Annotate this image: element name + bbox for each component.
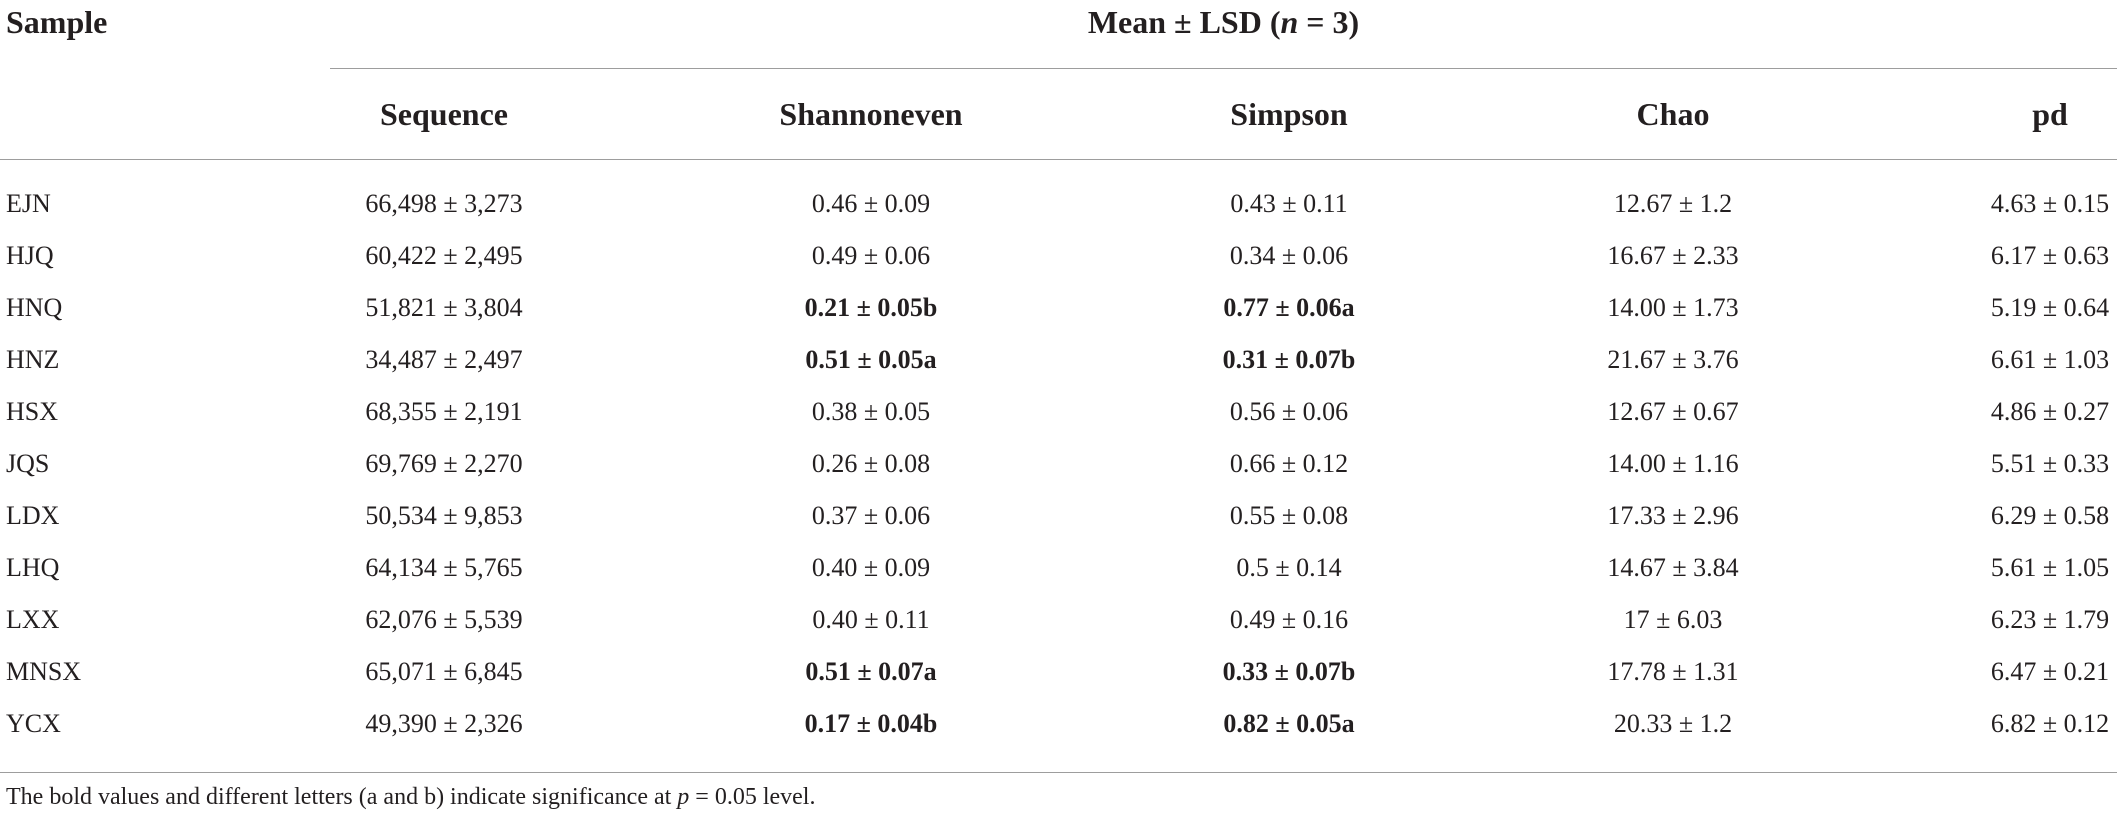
cell-sequence: 49,390 ± 2,326	[365, 709, 523, 738]
table-row: HNZ 34,487 ± 2,497 0.51 ± 0.05a 0.31 ± 0…	[0, 334, 2117, 386]
stub-column-header: Sample	[6, 4, 108, 40]
row-sample: LXX	[6, 605, 60, 634]
row-sample: HSX	[6, 397, 59, 426]
table-bottom-rule	[0, 772, 2117, 773]
cell-chao: 14.00 ± 1.73	[1607, 293, 1739, 322]
cell-simpson: 0.49 ± 0.16	[1229, 605, 1349, 634]
table-row: JQS 69,769 ± 2,270 0.26 ± 0.08 0.66 ± 0.…	[0, 438, 2117, 490]
cell-shannoneven: 0.49 ± 0.06	[811, 241, 931, 270]
cell-chao: 17 ± 6.03	[1623, 605, 1723, 634]
cell-pd: 4.63 ± 0.15	[1990, 189, 2110, 218]
cell-sequence: 60,422 ± 2,495	[365, 241, 523, 270]
column-header-row: Sequence Shannoneven Simpson Chao pd	[0, 94, 2117, 134]
cell-sequence: 68,355 ± 2,191	[365, 397, 523, 426]
cell-sequence: 50,534 ± 9,853	[365, 501, 523, 530]
cell-chao: 17.78 ± 1.31	[1607, 657, 1739, 686]
table-footnote: The bold values and different letters (a…	[6, 781, 815, 813]
table-row: YCX 49,390 ± 2,326 0.17 ± 0.04b 0.82 ± 0…	[0, 698, 2117, 750]
cell-chao: 17.33 ± 2.96	[1607, 501, 1739, 530]
cell-sequence: 66,498 ± 3,273	[365, 189, 523, 218]
row-sample: EJN	[6, 189, 51, 218]
cell-simpson: 0.5 ± 0.14	[1236, 553, 1342, 582]
footnote-text-before: The bold values and different letters (a…	[6, 784, 678, 810]
cell-simpson: 0.56 ± 0.06	[1229, 397, 1349, 426]
row-sample: LHQ	[6, 553, 60, 582]
table-row: HNQ 51,821 ± 3,804 0.21 ± 0.05b 0.77 ± 0…	[0, 282, 2117, 334]
cell-chao: 14.00 ± 1.16	[1607, 449, 1739, 478]
cell-pd: 5.61 ± 1.05	[1990, 553, 2110, 582]
group-header-n-symbol: n	[1280, 4, 1299, 40]
cell-shannoneven: 0.51 ± 0.07a	[805, 657, 937, 686]
cell-shannoneven: 0.40 ± 0.09	[811, 553, 931, 582]
table-row: HSX 68,355 ± 2,191 0.38 ± 0.05 0.56 ± 0.…	[0, 386, 2117, 438]
cell-sequence: 64,134 ± 5,765	[365, 553, 523, 582]
column-header-rule	[0, 159, 2117, 160]
cell-pd: 6.61 ± 1.03	[1990, 345, 2110, 374]
cell-simpson: 0.77 ± 0.06a	[1223, 293, 1355, 322]
column-header-chao: Chao	[1636, 96, 1710, 132]
table-row: LDX 50,534 ± 9,853 0.37 ± 0.06 0.55 ± 0.…	[0, 490, 2117, 542]
cell-pd: 6.23 ± 1.79	[1990, 605, 2110, 634]
row-sample: MNSX	[6, 657, 82, 686]
cell-chao: 14.67 ± 3.84	[1607, 553, 1739, 582]
row-sample: HJQ	[6, 241, 54, 270]
cell-pd: 6.29 ± 0.58	[1990, 501, 2110, 530]
cell-shannoneven: 0.26 ± 0.08	[811, 449, 931, 478]
cell-sequence: 34,487 ± 2,497	[365, 345, 523, 374]
cell-pd: 5.19 ± 0.64	[1990, 293, 2110, 322]
footnote-p-symbol: p	[677, 784, 690, 810]
group-header-suffix: = 3)	[1298, 4, 1360, 40]
group-column-header: Mean ± LSD (n = 3)	[330, 2, 2117, 42]
group-header-prefix: Mean ± LSD (	[1087, 4, 1281, 40]
cell-shannoneven: 0.38 ± 0.05	[811, 397, 931, 426]
column-header-sequence: Sequence	[380, 96, 508, 132]
footnote-text-after: = 0.05 level.	[689, 784, 816, 810]
cell-pd: 6.47 ± 0.21	[1990, 657, 2110, 686]
cell-pd: 4.86 ± 0.27	[1990, 397, 2110, 426]
cell-simpson: 0.82 ± 0.05a	[1223, 709, 1355, 738]
table-row: HJQ 60,422 ± 2,495 0.49 ± 0.06 0.34 ± 0.…	[0, 230, 2117, 282]
cell-sequence: 51,821 ± 3,804	[365, 293, 523, 322]
cell-pd: 6.82 ± 0.12	[1990, 709, 2110, 738]
cell-simpson: 0.34 ± 0.06	[1229, 241, 1349, 270]
table-row: EJN 66,498 ± 3,273 0.46 ± 0.09 0.43 ± 0.…	[0, 178, 2117, 230]
row-sample: YCX	[6, 709, 61, 738]
cell-shannoneven: 0.17 ± 0.04b	[804, 709, 938, 738]
cell-chao: 16.67 ± 2.33	[1607, 241, 1739, 270]
column-header-pd: pd	[2032, 96, 2068, 132]
cell-pd: 6.17 ± 0.63	[1990, 241, 2110, 270]
table-row: LHQ 64,134 ± 5,765 0.40 ± 0.09 0.5 ± 0.1…	[0, 542, 2117, 594]
column-header-simpson: Simpson	[1230, 96, 1348, 132]
cell-simpson: 0.31 ± 0.07b	[1222, 345, 1356, 374]
row-sample: LDX	[6, 501, 60, 530]
cell-chao: 21.67 ± 3.76	[1607, 345, 1739, 374]
cell-simpson: 0.33 ± 0.07b	[1222, 657, 1356, 686]
cell-simpson: 0.66 ± 0.12	[1229, 449, 1349, 478]
cell-shannoneven: 0.46 ± 0.09	[811, 189, 931, 218]
group-header-rule	[330, 68, 2117, 69]
cell-chao: 20.33 ± 1.2	[1613, 709, 1733, 738]
cell-sequence: 65,071 ± 6,845	[365, 657, 523, 686]
row-sample: JQS	[6, 449, 50, 478]
row-sample: HNQ	[6, 293, 63, 322]
cell-sequence: 69,769 ± 2,270	[365, 449, 523, 478]
cell-chao: 12.67 ± 0.67	[1607, 397, 1739, 426]
cell-shannoneven: 0.51 ± 0.05a	[805, 345, 937, 374]
cell-simpson: 0.43 ± 0.11	[1230, 189, 1348, 218]
table-row: MNSX 65,071 ± 6,845 0.51 ± 0.07a 0.33 ± …	[0, 646, 2117, 698]
cell-pd: 5.51 ± 0.33	[1990, 449, 2110, 478]
table-row: LXX 62,076 ± 5,539 0.40 ± 0.11 0.49 ± 0.…	[0, 594, 2117, 646]
column-header-shannoneven: Shannoneven	[779, 96, 963, 132]
row-sample: HNZ	[6, 345, 60, 374]
cell-simpson: 0.55 ± 0.08	[1229, 501, 1349, 530]
cell-chao: 12.67 ± 1.2	[1613, 189, 1733, 218]
cell-shannoneven: 0.21 ± 0.05b	[804, 293, 938, 322]
cell-sequence: 62,076 ± 5,539	[365, 605, 523, 634]
cell-shannoneven: 0.37 ± 0.06	[811, 501, 931, 530]
cell-shannoneven: 0.40 ± 0.11	[812, 605, 930, 634]
